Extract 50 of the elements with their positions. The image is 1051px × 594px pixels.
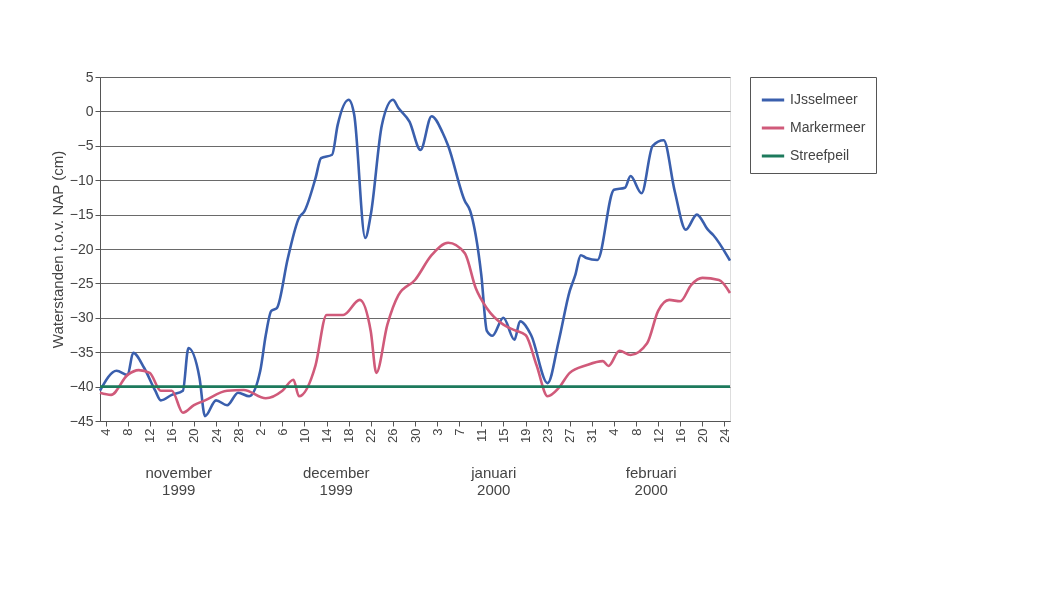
y-tick-label: −40 <box>69 378 94 395</box>
x-tick-label: 24 <box>716 428 732 443</box>
y-tick-label: −30 <box>69 309 94 326</box>
x-tick-label: 19 <box>518 428 534 443</box>
x-tick-label: 31 <box>584 428 600 443</box>
x-tick-label: 12 <box>650 428 666 443</box>
x-tick-label: 7 <box>451 428 467 436</box>
x-tick-label: 23 <box>540 428 556 443</box>
x-tick-label: 24 <box>208 428 224 443</box>
x-tick-label: 30 <box>407 428 423 443</box>
x-tick-label: 26 <box>385 428 401 443</box>
x-tick-label: 28 <box>230 428 246 443</box>
y-tick-label: −25 <box>69 274 94 291</box>
x-tick-label: 22 <box>363 428 379 443</box>
line-series <box>98 241 732 415</box>
text: december 1999 <box>302 464 370 498</box>
y-tick-label: −15 <box>69 206 94 223</box>
legend-label: Streefpeil <box>790 147 850 163</box>
x-tick-label: 20 <box>694 428 710 443</box>
y-tick-label: −5 <box>77 137 94 154</box>
text: januari 2000 <box>470 464 517 498</box>
y-tick-label: 5 <box>85 68 94 85</box>
x-tick-label: 4 <box>606 428 622 436</box>
x-tick-label: 15 <box>495 428 511 443</box>
text: november 1999 <box>145 464 213 498</box>
x-tick-label: 6 <box>274 428 290 436</box>
x-tick-label: 2 <box>252 428 268 436</box>
legend-label: Markermeer <box>790 119 866 135</box>
x-tick-label: 12 <box>142 428 158 443</box>
x-tick-label: 16 <box>672 428 688 443</box>
y-tick-label: −10 <box>69 171 94 188</box>
legend-label: IJsselmeer <box>790 91 859 107</box>
x-tick-label: 27 <box>562 428 578 443</box>
y-tick-label: 0 <box>85 102 94 119</box>
y-tick-label: −20 <box>69 240 94 257</box>
x-tick-label: 14 <box>319 428 335 443</box>
y-axis-title: Waterstanden t.o.v. NAP (cm) <box>48 150 66 349</box>
x-tick-label: 16 <box>164 428 180 443</box>
x-tick-label: 4 <box>98 428 114 436</box>
x-tick-label: 8 <box>628 428 644 436</box>
x-tick-label: 18 <box>341 428 357 443</box>
text: februari 2000 <box>625 464 677 498</box>
line-series <box>98 98 732 418</box>
y-tick-label: −45 <box>69 412 94 429</box>
y-tick-label: −35 <box>69 343 94 360</box>
x-tick-label: 3 <box>429 428 445 436</box>
x-tick-label: 20 <box>186 428 202 443</box>
x-tick-label: 8 <box>120 428 136 436</box>
x-tick-label: 10 <box>296 428 312 443</box>
x-tick-label: 11 <box>473 428 489 442</box>
